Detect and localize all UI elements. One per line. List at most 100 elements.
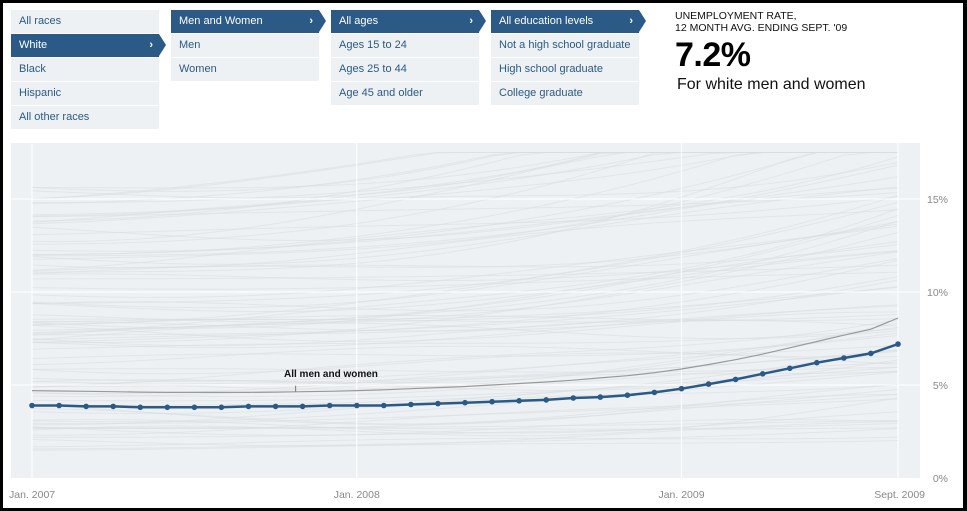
- age-option-25-to-44[interactable]: Ages 25 to 44: [331, 58, 479, 81]
- background-series-line: [32, 419, 899, 429]
- background-series-line: [31, 208, 899, 336]
- background-series-line: [32, 264, 899, 280]
- series-layer: [29, 317, 901, 411]
- background-series-line: [31, 398, 899, 424]
- data-point: [570, 395, 577, 401]
- data-point: [489, 398, 495, 405]
- data-point: [218, 404, 225, 411]
- race-option-hispanic[interactable]: Hispanic: [11, 82, 159, 105]
- background-series-line: [31, 215, 899, 331]
- background-series-line: [31, 418, 899, 436]
- data-point: [462, 399, 468, 406]
- option-label: All ages: [339, 15, 379, 27]
- data-point: [110, 403, 116, 410]
- data-point: [354, 402, 360, 409]
- data-point: [435, 400, 441, 407]
- data-point: [326, 402, 333, 409]
- background-series-line: [31, 348, 899, 407]
- age-option-all-ages[interactable]: All ages ›: [331, 10, 486, 33]
- sex-option-men-and-women[interactable]: Men and Women ›: [171, 10, 326, 33]
- data-point: [543, 397, 549, 403]
- background-series-line: [31, 271, 899, 290]
- education-option-not-hs-graduate[interactable]: Not a high school graduate: [491, 34, 639, 57]
- option-label: White: [19, 39, 48, 51]
- background-series-line: [32, 164, 899, 257]
- unemployment-stat: UNEMPLOYMENT RATE, 12 MONTH AVG. ENDING …: [675, 10, 866, 94]
- y-tick-label: 5%: [933, 380, 948, 392]
- sex-option-women[interactable]: Women: [171, 58, 319, 81]
- background-series-line: [31, 384, 899, 425]
- x-tick-label: Jan. 2007: [9, 489, 55, 501]
- option-label: All races: [19, 15, 62, 27]
- option-label: Ages 25 to 44: [339, 63, 407, 75]
- background-series-line: [31, 231, 899, 344]
- background-series-line: [31, 186, 899, 265]
- background-series-line: [31, 220, 899, 335]
- chevron-right-icon: ›: [149, 39, 153, 51]
- background-series-line: [31, 250, 899, 282]
- background-series-line: [31, 259, 899, 343]
- annotation-label: All men and women: [284, 369, 378, 380]
- data-point: [516, 398, 522, 404]
- background-series-line: [31, 152, 898, 260]
- x-axis: Jan. 2007 Jan. 2008 Jan. 2009 Sept. 2009: [9, 489, 925, 501]
- chevron-right-icon: ›: [469, 15, 473, 27]
- data-point: [137, 404, 144, 411]
- option-label: Men and Women: [179, 15, 263, 27]
- age-option-45-and-older[interactable]: Age 45 and older: [331, 82, 479, 105]
- data-point: [164, 404, 171, 411]
- background-series-line: [31, 328, 899, 350]
- education-filter-menu: All education levels › Not a high school …: [491, 10, 646, 106]
- education-option-college-graduate[interactable]: College graduate: [491, 82, 639, 105]
- sex-option-men[interactable]: Men: [171, 34, 319, 57]
- gridlines: [11, 143, 920, 478]
- background-series-line: [31, 370, 899, 402]
- option-label: High school graduate: [499, 63, 603, 75]
- race-option-white[interactable]: White ›: [11, 34, 166, 57]
- unemployment-chart[interactable]: 0% 5% 10% 15% Jan. 2007 Jan. 2008 Jan. 2009 Se…: [3, 3, 963, 508]
- race-option-black[interactable]: Black: [11, 58, 159, 81]
- option-label: All other races: [19, 111, 90, 123]
- stat-description: For white men and women: [677, 76, 866, 93]
- race-option-all-races[interactable]: All races: [11, 10, 159, 33]
- annotation-layer: All men and women: [284, 369, 378, 392]
- stat-label-line2: 12 MONTH AVG. ENDING SEPT. '09: [675, 22, 848, 34]
- race-option-all-other-races[interactable]: All other races: [11, 106, 159, 129]
- option-label: Ages 15 to 24: [339, 39, 407, 51]
- option-label: Not a high school graduate: [499, 39, 631, 51]
- data-point: [597, 394, 604, 400]
- background-series-line: [31, 152, 898, 273]
- data-point: [868, 350, 874, 357]
- option-label: Hispanic: [19, 87, 62, 99]
- y-tick-label: 0%: [933, 473, 948, 485]
- education-option-all-levels[interactable]: All education levels ›: [491, 10, 646, 33]
- background-series-line: [32, 350, 899, 386]
- background-series-line: [31, 319, 899, 388]
- background-series-line: [31, 335, 899, 360]
- background-series-line: [31, 225, 899, 298]
- background-series-line: [31, 176, 899, 252]
- age-filter-menu: All ages › Ages 15 to 24 Ages 25 to 44 Ag…: [331, 10, 486, 106]
- chevron-right-icon: ›: [629, 15, 633, 27]
- data-point: [787, 365, 793, 372]
- background-series-line: [31, 411, 899, 434]
- data-point: [651, 389, 658, 396]
- y-tick-label: 15%: [927, 194, 948, 206]
- page-frame: All races White › Black Hispanic All othe…: [3, 3, 963, 508]
- background-series-line: [31, 152, 898, 256]
- background-series-line: [31, 366, 899, 414]
- data-point: [408, 401, 414, 408]
- background-series-line: [31, 440, 899, 451]
- background-series-line: [31, 420, 899, 447]
- background-series-line: [31, 258, 899, 312]
- option-label: Women: [179, 63, 217, 75]
- background-series-line: [31, 250, 899, 312]
- education-option-hs-graduate[interactable]: High school graduate: [491, 58, 639, 81]
- data-point: [272, 403, 279, 410]
- x-tick-label: Sept. 2009: [874, 489, 925, 501]
- age-option-15-to-24[interactable]: Ages 15 to 24: [331, 34, 479, 57]
- race-filter-menu: All races White › Black Hispanic All othe…: [11, 10, 166, 130]
- background-lines: [31, 152, 899, 451]
- background-series-line: [31, 305, 899, 349]
- data-point: [381, 402, 387, 409]
